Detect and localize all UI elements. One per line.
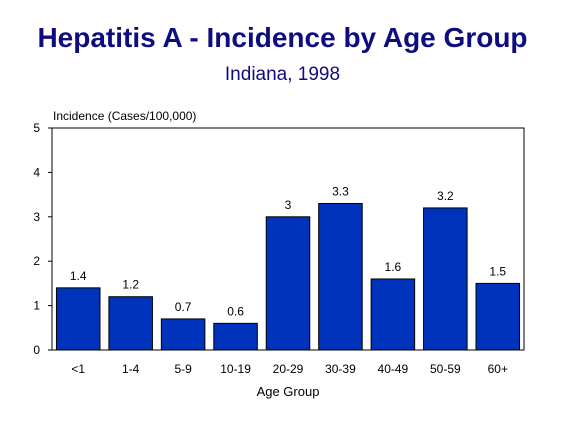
y-axis-label: Incidence (Cases/100,000) (53, 109, 196, 123)
bar-value-label: 3.3 (332, 184, 349, 198)
bar-value-label: 3.2 (437, 189, 454, 203)
y-tick-label: 5 (33, 121, 40, 135)
bar-value-label: 0.7 (175, 300, 192, 314)
y-tick-label: 1 (33, 299, 40, 313)
bar-60+ (475, 282, 521, 351)
bar-20-29 (265, 216, 311, 351)
chart-subtitle: Indiana, 1998 (224, 64, 341, 85)
x-axis-label: Age Group (257, 384, 320, 399)
chart-title: Hepatitis A - Incidence by Age Group (37, 22, 528, 53)
y-tick-label: 2 (33, 254, 40, 268)
bar-40-49 (370, 278, 416, 351)
bar-30-39 (318, 202, 363, 351)
bar-<1 (55, 287, 101, 351)
x-tick-label: <1 (71, 362, 85, 376)
bar-5-9 (160, 318, 206, 351)
bar-10-19 (213, 322, 258, 351)
x-tick-label: 1-4 (122, 362, 140, 376)
x-tick-label: 60+ (488, 362, 508, 376)
bar-50-59 (423, 207, 468, 351)
bar-value-label: 1.5 (489, 264, 506, 278)
y-tick-label: 4 (33, 165, 40, 179)
bar-value-label: 3 (285, 198, 292, 212)
x-tick-label: 20-29 (273, 362, 304, 376)
x-tick-label: 30-39 (325, 362, 356, 376)
x-tick-label: 10-19 (220, 362, 251, 376)
bar-1-4 (108, 296, 153, 351)
bar-value-label: 0.6 (227, 304, 244, 318)
x-tick-label: 40-49 (378, 362, 409, 376)
y-tick-label: 0 (33, 343, 40, 357)
x-tick-label: 5-9 (174, 362, 192, 376)
bar-value-label: 1.6 (385, 260, 402, 274)
x-tick-label: 50-59 (430, 362, 461, 376)
y-tick-label: 3 (33, 210, 40, 224)
bar-value-label: 1.2 (122, 278, 139, 292)
bar-value-label: 1.4 (70, 269, 87, 283)
